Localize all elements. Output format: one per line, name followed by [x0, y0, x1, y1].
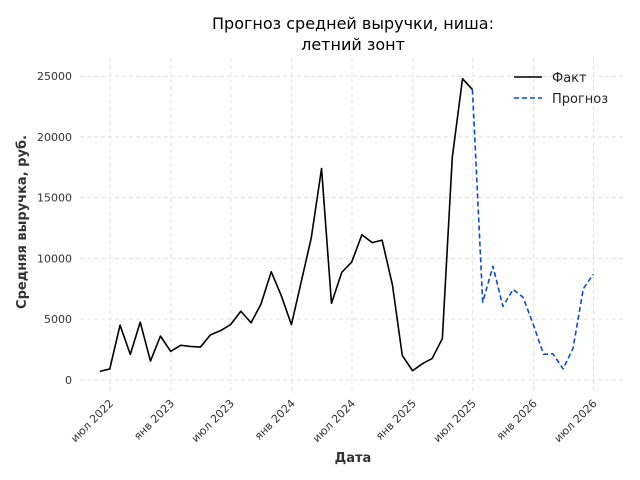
- data-point: [99, 370, 101, 372]
- data-point: [180, 344, 182, 346]
- series-line-forecast: [471, 89, 594, 370]
- series-line-fact: [99, 77, 474, 373]
- y-tick-label: 0: [65, 374, 72, 387]
- legend: Факт Прогноз: [514, 71, 608, 107]
- data-point: [330, 302, 332, 304]
- data-point: [381, 239, 383, 241]
- x-tick-label: июл 2025: [431, 397, 479, 445]
- y-tick-label: 10000: [37, 252, 72, 265]
- y-tick-label: 25000: [37, 70, 72, 83]
- data-point: [209, 334, 211, 336]
- data-point: [401, 354, 403, 356]
- y-tick-label: 20000: [37, 131, 72, 144]
- data-point: [280, 294, 282, 296]
- data-point: [129, 353, 131, 355]
- data-point: [139, 321, 141, 323]
- data-point: [431, 357, 433, 359]
- data-point: [189, 345, 191, 347]
- data-point: [592, 273, 594, 275]
- data-point: [522, 296, 524, 298]
- data-point: [502, 305, 504, 307]
- data-point: [461, 77, 463, 79]
- x-tick-label: июл 2022: [68, 397, 116, 445]
- chart-title-line-1: Прогноз средней выручки, ниша:: [212, 14, 494, 33]
- data-point: [119, 324, 121, 326]
- data-point: [492, 265, 494, 267]
- data-point: [422, 362, 424, 364]
- data-point: [391, 283, 393, 285]
- y-axis-ticks: 0 5000 10000 15000 20000 25000: [37, 70, 72, 387]
- data-point: [582, 288, 584, 290]
- data-point: [350, 261, 352, 263]
- legend-label-forecast: Прогноз: [552, 92, 608, 107]
- y-tick-label: 15000: [37, 192, 72, 205]
- data-point: [169, 350, 171, 352]
- data-point: [552, 353, 554, 355]
- data-point: [512, 288, 514, 290]
- y-tick-label: 5000: [44, 313, 72, 326]
- data-point: [301, 278, 303, 280]
- data-point: [159, 335, 161, 337]
- data-point: [471, 88, 473, 90]
- data-point: [371, 241, 373, 243]
- data-point: [361, 234, 363, 236]
- data-point: [451, 156, 453, 158]
- data-point: [482, 301, 484, 303]
- data-point: [260, 303, 262, 305]
- data-point: [572, 347, 574, 349]
- data-point: [341, 271, 343, 273]
- data-point: [199, 346, 201, 348]
- data-point: [542, 353, 544, 355]
- x-axis-label: Дата: [335, 451, 372, 466]
- data-point: [270, 271, 272, 273]
- series: [99, 77, 594, 373]
- x-axis-ticks: июл 2022 янв 2023 июл 2023 янв 2024 июл 2024…: [68, 397, 599, 445]
- y-axis-label: Средняя выручка, руб.: [15, 135, 30, 309]
- data-point: [219, 329, 221, 331]
- x-tick-label: июл 2023: [189, 397, 237, 445]
- chart-title-line-2: летний зонт: [301, 35, 405, 54]
- data-point: [532, 323, 534, 325]
- data-point: [229, 323, 231, 325]
- data-point: [411, 370, 413, 372]
- data-point: [441, 337, 443, 339]
- data-point: [109, 368, 111, 370]
- data-point: [562, 368, 564, 370]
- x-tick-label: янв 2023: [131, 397, 177, 443]
- data-point: [290, 323, 292, 325]
- x-tick-label: июл 2024: [310, 397, 358, 445]
- data-point: [250, 322, 252, 324]
- grid: [80, 58, 624, 392]
- data-point: [310, 237, 312, 239]
- data-point: [149, 360, 151, 362]
- data-point: [320, 167, 322, 169]
- data-point: [240, 310, 242, 312]
- x-tick-label: янв 2025: [373, 397, 419, 443]
- x-tick-label: янв 2026: [494, 397, 540, 443]
- x-tick-label: янв 2024: [252, 397, 298, 443]
- x-tick-label: июл 2026: [552, 397, 600, 445]
- legend-label-fact: Факт: [552, 71, 587, 86]
